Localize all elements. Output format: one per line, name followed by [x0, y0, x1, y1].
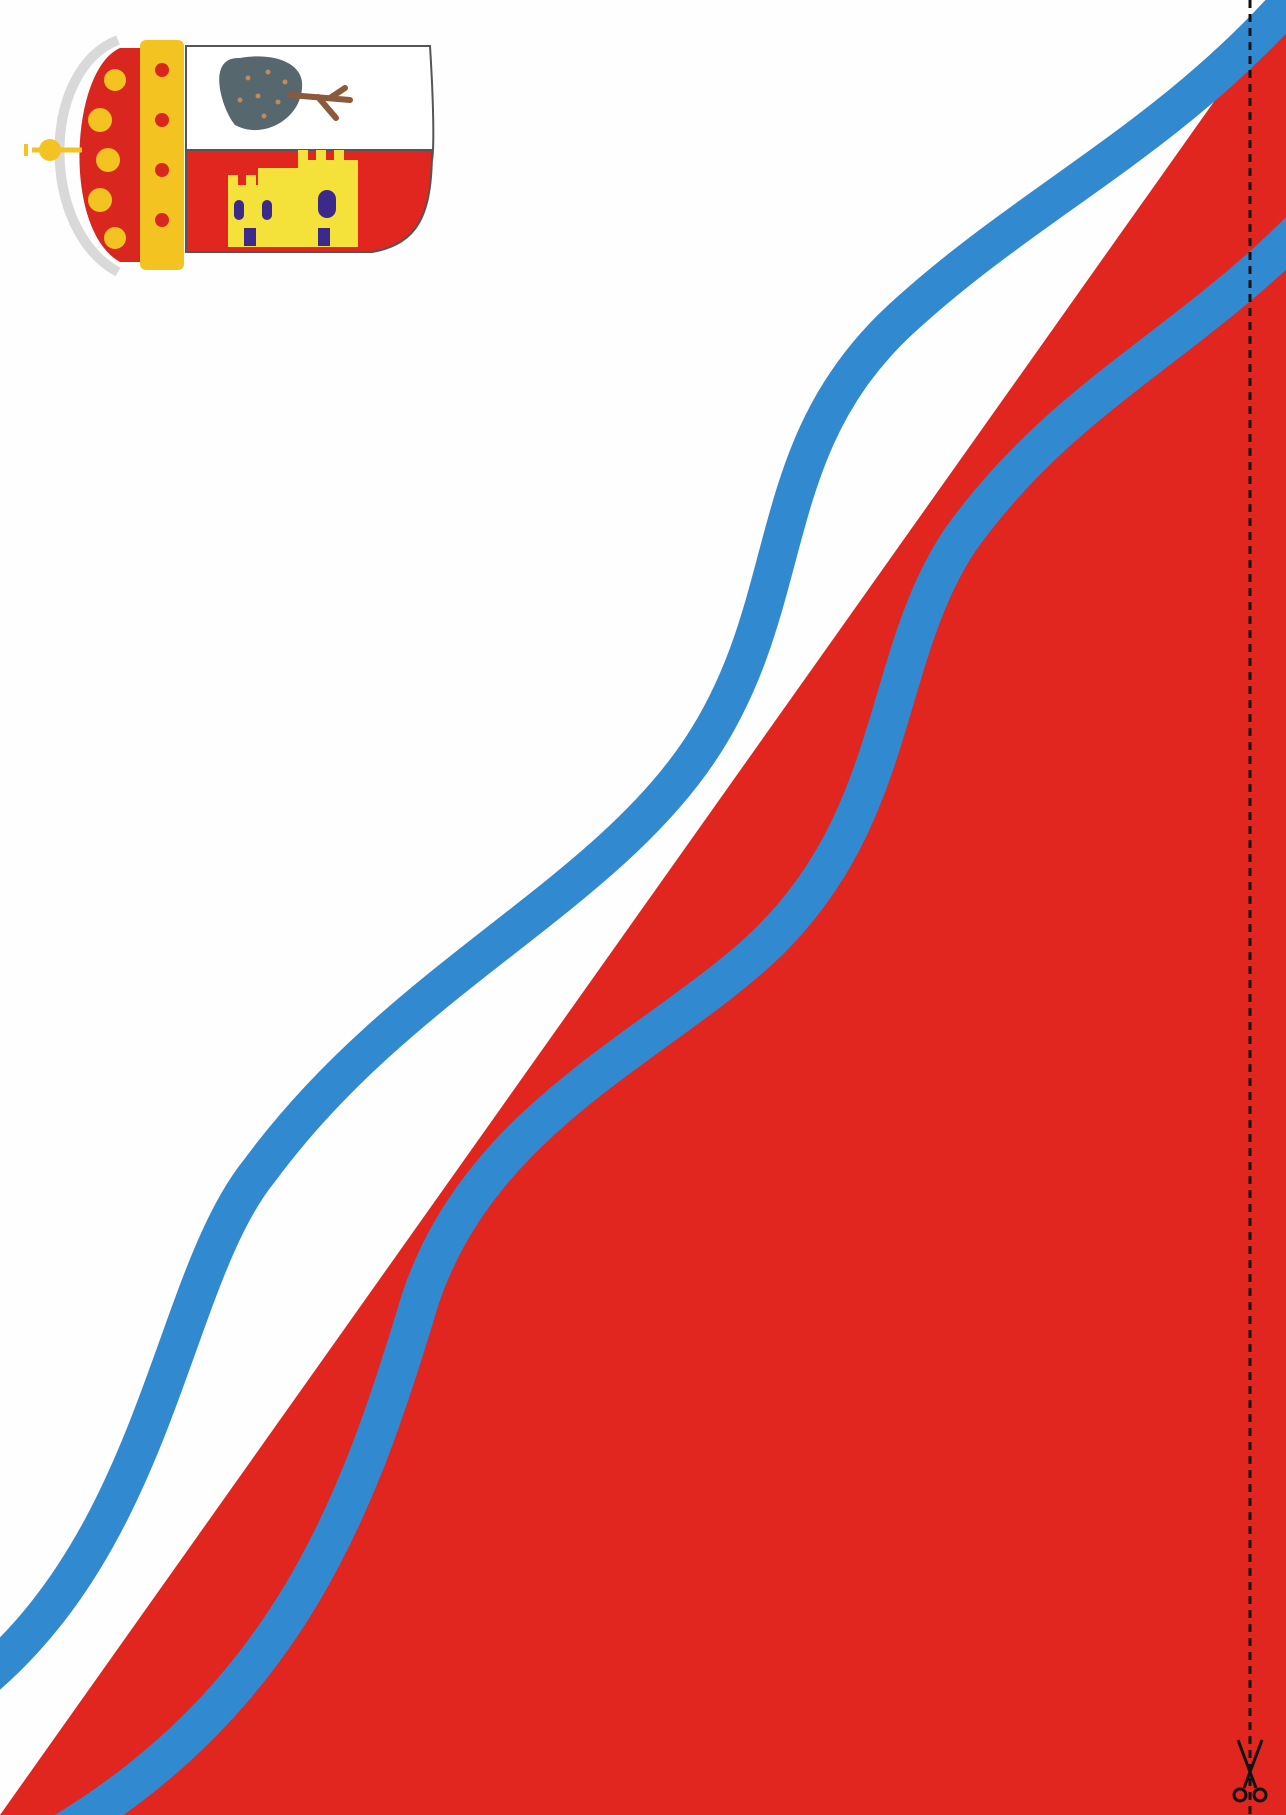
royal-crown-icon: [24, 35, 184, 277]
river-ribbon-upper: [0, 0, 1286, 1690]
tree-icon: [219, 56, 353, 131]
river-ribbon-lower: [54, 217, 1286, 1815]
castle-icon: [228, 150, 358, 247]
scissors-icon: [1232, 1739, 1268, 1803]
